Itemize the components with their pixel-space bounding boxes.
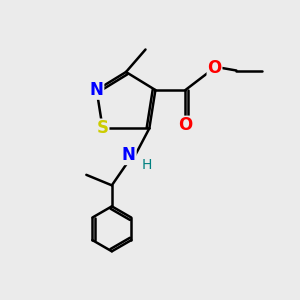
Text: N: N [122,146,136,164]
Text: O: O [178,116,193,134]
Text: H: H [142,158,152,172]
Text: S: S [97,119,109,137]
Text: O: O [207,58,222,76]
Text: N: N [90,81,104,99]
